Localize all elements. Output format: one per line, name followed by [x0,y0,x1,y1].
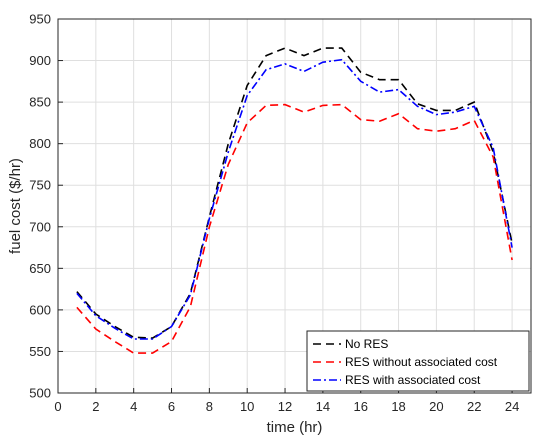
y-tick-label: 700 [29,219,51,234]
x-tick-label: 4 [130,399,137,414]
x-axis-label: time (hr) [267,419,323,436]
series-line-1 [76,47,513,339]
x-tick-label: 8 [206,399,213,414]
x-tick-label: 10 [240,399,254,414]
legend-label-1: No RES [345,337,388,351]
x-tick-label: 24 [505,399,519,414]
legend-label-2: RES without associated cost [345,355,498,369]
y-tick-label: 650 [29,261,51,276]
y-tick-label: 500 [29,386,51,401]
x-tick-label: 6 [168,399,175,414]
x-tick-label: 20 [429,399,443,414]
x-tick-label: 14 [316,399,330,414]
series-line-3 [76,58,513,340]
y-tick-label: 850 [29,95,51,110]
series-layer [76,47,513,354]
legend: No RES RES without associated cost RES wit… [306,330,530,392]
x-tick-label: 16 [353,399,367,414]
y-tick-label: 600 [29,302,51,317]
x-tick-label: 0 [54,399,61,414]
y-tick-label: 550 [29,344,51,359]
legend-box [306,330,530,392]
y-axis-label: fuel cost ($/hr) [7,158,24,254]
y-tick-label: 800 [29,136,51,151]
series-line-2 [76,103,513,354]
x-tick-label: 12 [278,399,292,414]
plot-frame [57,18,532,394]
y-tick-label: 750 [29,178,51,193]
y-tick-label: 950 [29,12,51,27]
x-tick-label: 18 [391,399,405,414]
axis-ticks: 0 2 4 6 8 10 12 14 16 18 20 22 245005506006507007508… [29,12,519,415]
x-tick-label: 2 [92,399,99,414]
x-tick-label: 22 [467,399,481,414]
y-tick-label: 900 [29,53,51,68]
legend-label-3: RES with associated cost [345,373,481,387]
